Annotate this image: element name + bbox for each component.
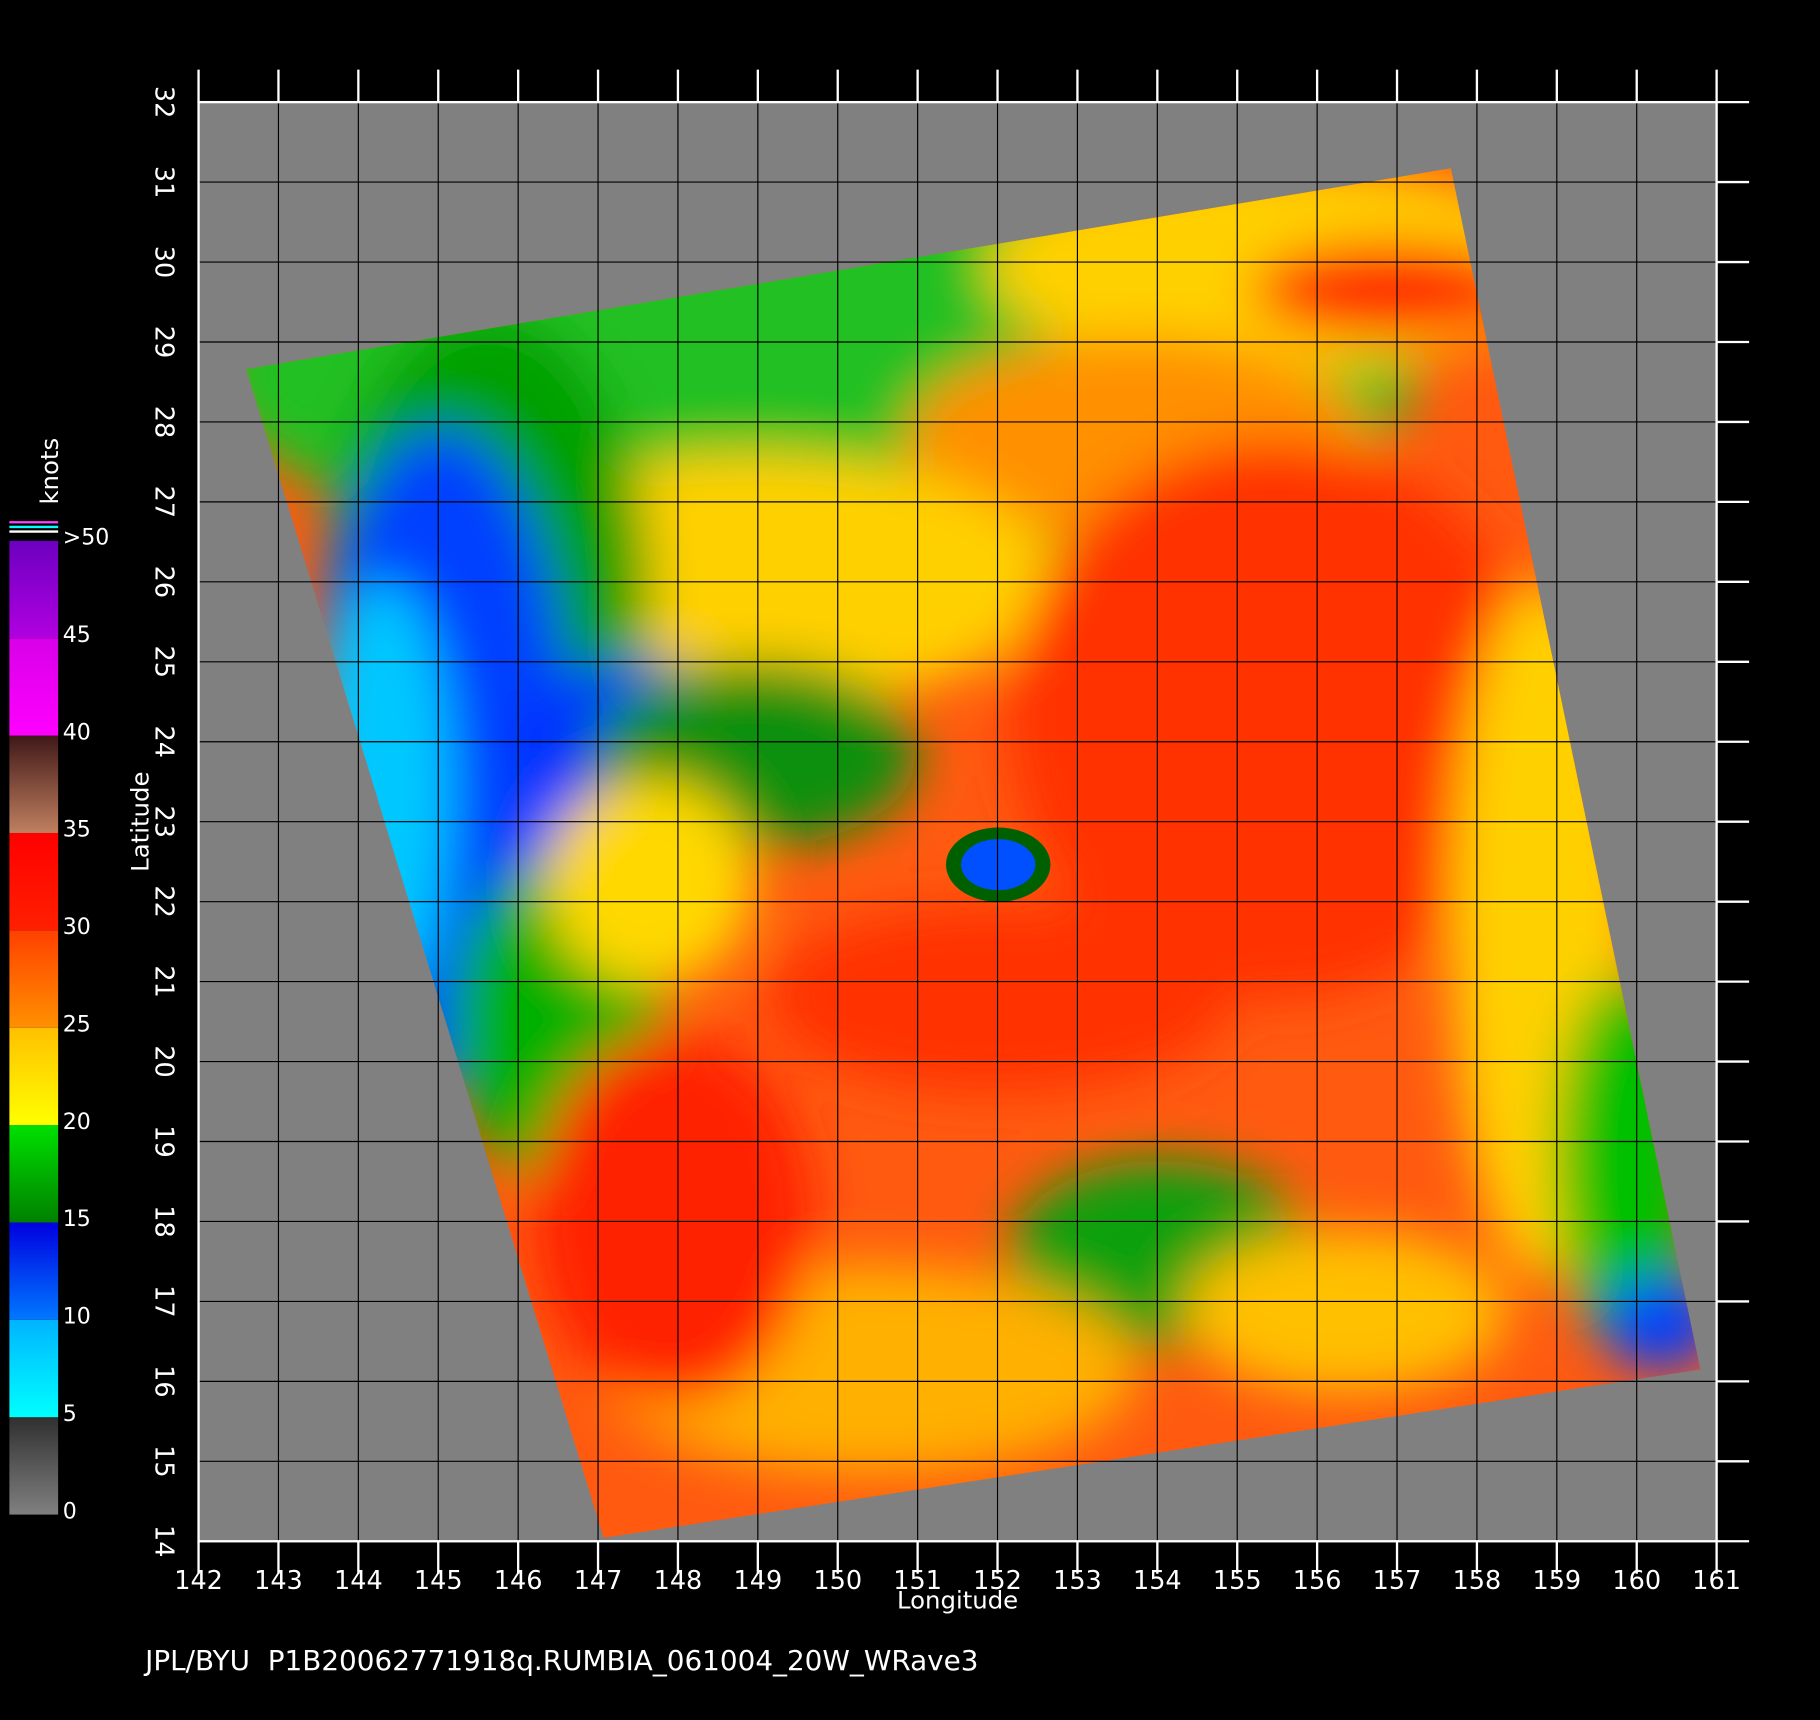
colorbar-segment [9,1027,59,1126]
x-tick-label: 154 [1133,1566,1182,1596]
colorbar-tick-label: 5 [63,1402,77,1427]
x-tick-label: 143 [254,1566,303,1596]
y-tick-label: 15 [149,1445,179,1477]
colorbar-segment [9,735,59,833]
x-tick-label: 159 [1532,1566,1581,1596]
wind-swath [246,168,1701,1538]
y-tick-label: 27 [149,486,179,518]
x-tick-label: 142 [174,1566,223,1596]
x-tick-label: 148 [654,1566,703,1596]
axes: 142 143 144 145 146 147 148 149 150 151 152 153 154 1… [149,69,1750,1596]
colorbar-tick-label: 0 [63,1499,77,1524]
y-tick-label: 21 [149,965,179,997]
y-tick-label: 28 [149,406,179,438]
x-tick-label: 158 [1453,1566,1502,1596]
colorbar-tick-label: 30 [63,915,91,940]
y-tick-label: 31 [149,166,179,198]
y-tick-label: 17 [149,1285,179,1317]
colorbar-tick-label: >50 [63,526,110,551]
y-tick-label: 32 [149,86,179,118]
x-tick-label: 161 [1692,1566,1741,1596]
y-tick-label: 25 [149,646,179,678]
x-tick-label: 155 [1213,1566,1262,1596]
x-tick-label: 147 [574,1566,623,1596]
y-tick-label: 29 [149,326,179,358]
colorbar: knots 0 5 10 15 20 25 30 35 40 45 >50 [9,438,109,1524]
x-tick-label: 150 [813,1566,862,1596]
x-tick-label: 151 [893,1566,942,1596]
colorbar-tick-label: 45 [63,623,91,648]
colorbar-segment [9,1222,59,1320]
x-tick-label: 160 [1612,1566,1661,1596]
colorbar-tick-label: 40 [63,720,91,745]
colorbar-tick-label: 20 [63,1110,91,1135]
y-tick-label: 24 [149,726,179,758]
colorbar-tick-label: 25 [63,1012,91,1037]
colorbar-label: knots [35,438,64,505]
y-tick-label: 19 [149,1125,179,1157]
colorbar-tick-label: 35 [63,818,91,843]
colorbar-segment [9,1125,59,1223]
x-tick-label: 153 [1053,1566,1102,1596]
y-tick-label: 30 [149,246,179,278]
colorbar-segment [9,832,59,931]
x-tick-label: 157 [1373,1566,1422,1596]
y-tick-label: 20 [149,1045,179,1077]
colorbar-segment [9,540,59,639]
colorbar-tick-label: 10 [63,1305,91,1330]
colorbar-segment [9,638,59,736]
x-tick-label: 156 [1293,1566,1342,1596]
x-axis-label: Longitude [897,1586,1018,1615]
colorbar-segment [9,1319,59,1418]
y-tick-label: 16 [149,1365,179,1397]
y-tick-label: 18 [149,1205,179,1237]
colorbar-segment [9,1417,59,1515]
colorbar-segment [9,930,59,1028]
x-tick-label: 146 [494,1566,543,1596]
y-tick-label: 14 [149,1525,179,1557]
footer-title: JPL/BYU P1B20062771918q.RUMBIA_061004_20… [143,1644,978,1677]
y-tick-label: 22 [149,885,179,917]
y-axis-label: Latitude [126,772,155,872]
colorbar-tick-label: 15 [63,1207,91,1232]
x-tick-label: 149 [733,1566,782,1596]
x-tick-label: 144 [334,1566,383,1596]
x-tick-label: 152 [973,1566,1022,1596]
x-tick-label: 145 [414,1566,463,1596]
y-tick-label: 26 [149,566,179,598]
y-tick-label: 23 [149,805,179,837]
